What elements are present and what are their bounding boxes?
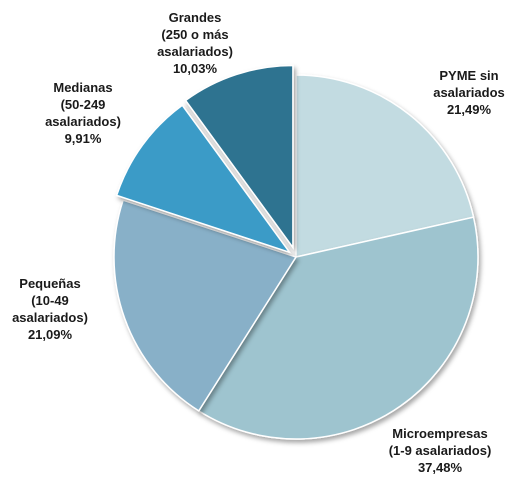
pie-slice-label-line: PYME sin [439, 68, 498, 83]
pie-slice-label-line: (1-9 asalariados) [389, 443, 492, 458]
pie-labels: PYME sin asalariados 21,49% Microempresas (1… [12, 10, 505, 475]
pie-slice-label-line: asalariados) [157, 44, 233, 59]
pie-slice-label-line: asalariados) [12, 310, 88, 325]
pie-slice-label-line: 37,48% [418, 460, 463, 475]
pie-slice-label-4: Medianas (50-249 asalariados) 9,91% [45, 80, 121, 146]
pie-slice-label-line: 21,49% [447, 102, 492, 117]
pie-slice-label-line: Medianas [53, 80, 112, 95]
pie-slice-label-line: (250 o más [161, 27, 228, 42]
pie-slice-label-line: (50-249 [61, 97, 106, 112]
pie-slice-label-line: Pequeñas [19, 276, 80, 291]
pie-slice-4 [115, 104, 292, 254]
pie-slice-label-line: asalariados [433, 85, 505, 100]
pie-slice-label-line: Microempresas [392, 426, 487, 441]
pie-slice-label-2: Microempresas (1-9 asalariados) 37,48% [389, 426, 492, 475]
pie-slice-1 [295, 74, 475, 258]
pie-slice-label-line: 21,09% [28, 327, 73, 342]
pie-slice-label-3: Pequeñas (10-49 asalariados) 21,09% [12, 276, 88, 342]
pie-slice-label-line: 10,03% [173, 61, 218, 76]
pie-slice-3 [113, 199, 298, 412]
pie-slice-label-line: 9,91% [65, 131, 102, 146]
pie-slice-label-line: Grandes [169, 10, 222, 25]
pie-slice-label-line: (10-49 [31, 293, 69, 308]
pie-slice-label-line: asalariados) [45, 114, 121, 129]
pie-slices [113, 64, 479, 440]
pie-slice-5 [184, 64, 294, 250]
pie-slice-label-5: Grandes (250 o más asalariados) 10,03% [157, 10, 233, 76]
pie-slice-2 [197, 216, 479, 440]
pie-slice-label-1: PYME sin asalariados 21,49% [433, 68, 505, 117]
